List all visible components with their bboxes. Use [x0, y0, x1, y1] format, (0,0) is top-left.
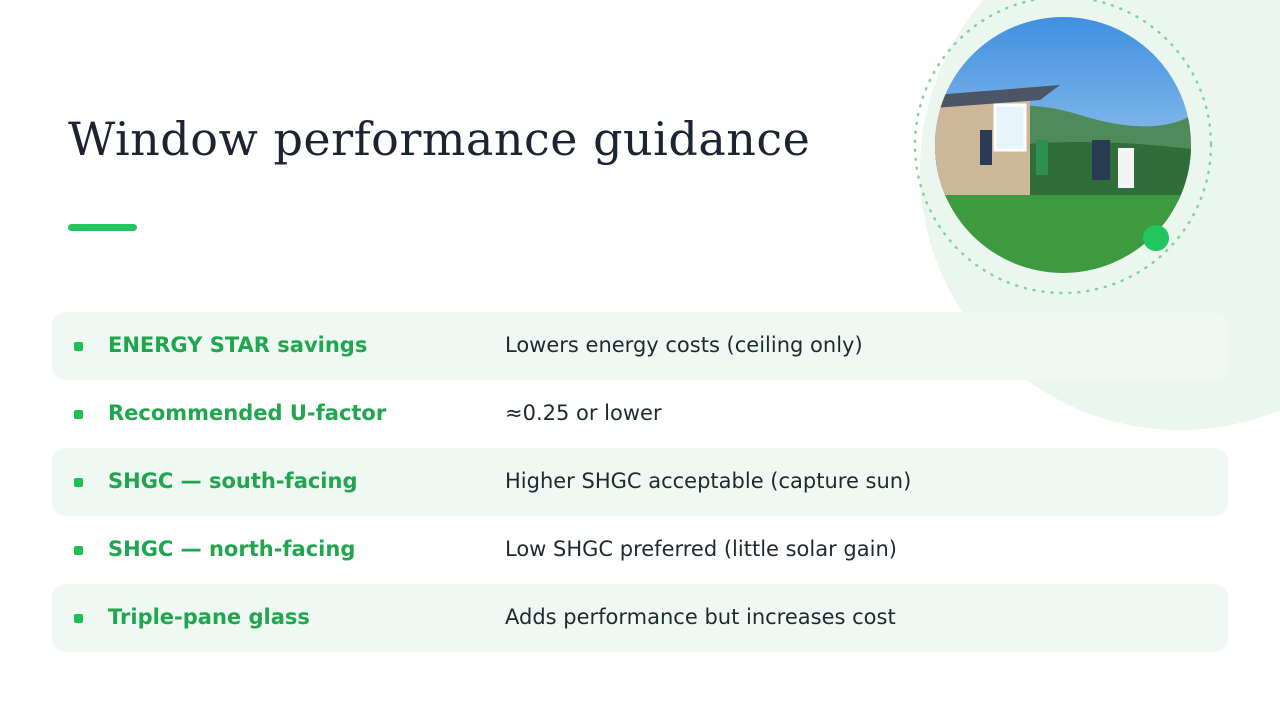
table-row: Triple-pane glass Adds performance but in… [52, 584, 1228, 652]
row-label: ENERGY STAR savings [108, 333, 368, 357]
title: Window performance guidance [68, 112, 811, 166]
table-row: SHGC — north-facing Low SHGC preferred (l… [52, 516, 1228, 584]
bullet [74, 546, 83, 555]
row-value: Adds performance but increases cost [505, 605, 896, 629]
row-value: Lowers energy costs (ceiling only) [505, 333, 863, 357]
row-label: SHGC — north-facing [108, 537, 356, 561]
bullet [74, 342, 83, 351]
row-value: Higher SHGC acceptable (capture sun) [505, 469, 912, 493]
row-value: ≈0.25 or lower [505, 401, 662, 425]
accent-dot [1143, 225, 1169, 251]
table-row: SHGC — south-facing Higher SHGC acceptabl… [52, 448, 1228, 516]
title-underline [68, 224, 137, 231]
row-label: SHGC — south-facing [108, 469, 358, 493]
table: ENERGY STAR savings Lowers energy costs (… [52, 312, 1228, 652]
row-label: Triple-pane glass [108, 605, 310, 629]
dotted-ring [913, 0, 1213, 295]
table-row: Recommended U-factor ≈0.25 or lower [52, 380, 1228, 448]
table-row: ENERGY STAR savings Lowers energy costs (… [52, 312, 1228, 380]
bullet [74, 478, 83, 487]
bullet [74, 410, 83, 419]
row-label: Recommended U-factor [108, 401, 387, 425]
row-value: Low SHGC preferred (little solar gain) [505, 537, 897, 561]
bullet [74, 614, 83, 623]
